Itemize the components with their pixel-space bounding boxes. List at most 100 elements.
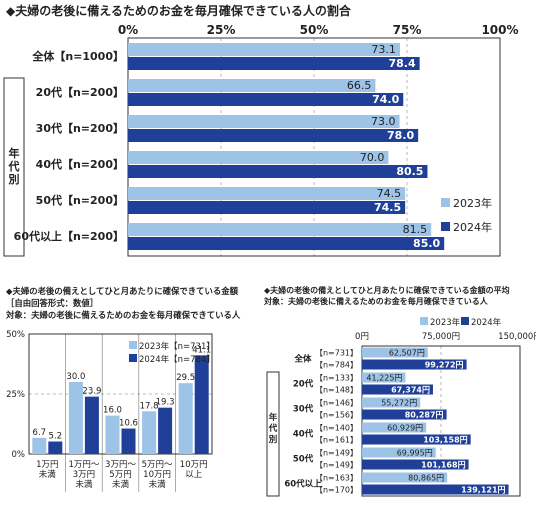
br-value-label-2024: 139,121円 [461, 486, 505, 495]
br-category-label: 20代 [293, 379, 314, 390]
bl-bar-2024 [158, 407, 173, 454]
top-chart-title: ◆夫婦の老後に備えるためのお金を毎月確保できている人の割合 [6, 3, 352, 18]
bl-value-label-2023: 16.0 [103, 406, 122, 416]
top-value-label-2024: 78.0 [387, 129, 414, 142]
br-value-label-2024: 103,158円 [423, 436, 467, 445]
bl-legend-label-2024: 2024年【n=784】 [139, 354, 215, 365]
top-bar-2023 [128, 79, 376, 92]
br-n-label-2023: 【n=133】 [315, 374, 358, 383]
br-x-tick-label: 150,000円 [498, 332, 536, 342]
br-n-label-2023: 【n=146】 [315, 399, 358, 408]
bl-y-tick-label: 25% [6, 390, 25, 400]
br-value-label-2023: 60,929円 [387, 424, 423, 433]
br-n-label-2023: 【n=163】 [315, 474, 358, 483]
br-value-label-2023: 55,272円 [381, 399, 417, 408]
top-category-label: 40代【n=200】 [36, 157, 124, 171]
top-bar-2024 [128, 165, 428, 178]
top-value-label-2023: 73.1 [371, 43, 396, 56]
legend-label-2023: 2023年 [453, 196, 492, 210]
bl-bar-2024 [84, 396, 99, 454]
br-category-label: 30代 [293, 404, 314, 415]
bl-value-label-2024: 23.9 [82, 387, 101, 397]
top-category-label: 20代【n=200】 [36, 85, 124, 99]
bl-category-label: 5万円 [109, 470, 131, 480]
br-n-label-2024: 【n=149】 [315, 461, 358, 470]
br-legend: 2023年 2024年 [420, 317, 502, 328]
legend-label-2024: 2024年 [453, 220, 492, 234]
top-bar-2023 [128, 115, 400, 128]
top-bar-2024 [128, 57, 420, 70]
br-category-label: 60代以上 [284, 479, 322, 490]
bl-legend: 2023年【n=731】 2024年【n=784】 [129, 341, 215, 365]
top-bar-2024 [128, 237, 445, 250]
bl-category-label: 10万円 [180, 460, 208, 470]
bl-title-line2: ［自由回答形式：数値］ [6, 298, 98, 308]
br-category-label: 50代 [293, 454, 314, 465]
br-legend-swatch-2024 [461, 317, 469, 325]
bl-value-label-2024: 10.6 [119, 419, 138, 429]
bl-category-label: 3万円 [73, 470, 95, 480]
br-n-label-2024: 【n=156】 [315, 411, 358, 420]
br-value-label-2023: 62,507円 [389, 349, 425, 358]
br-n-label-2024: 【n=148】 [315, 386, 358, 395]
bl-legend-label-2023: 2023年【n=731】 [139, 341, 215, 352]
top-x-tick-label: 75% [393, 23, 422, 37]
bl-value-label-2024: 19.3 [156, 398, 175, 408]
br-bar-2023 [362, 372, 406, 383]
bl-category-label: 10万円 [143, 470, 171, 480]
br-n-label-2023: 【n=731】 [315, 349, 358, 358]
br-bar-2024 [362, 409, 447, 420]
top-category-label: 50代【n=200】 [36, 193, 124, 207]
br-value-label-2023: 69,995円 [397, 449, 433, 458]
bl-value-label-2024: 5.2 [49, 432, 63, 442]
br-title-line2: 対象：夫婦の老後に備えるためのお金を毎月確保できている人 [263, 296, 489, 306]
br-n-label-2024: 【n=170】 [315, 486, 358, 495]
br-age-group-label: 年代別 [268, 412, 278, 445]
top-value-label-2024: 74.0 [372, 93, 399, 106]
bl-bar-2023 [105, 415, 120, 454]
br-bar-2024 [362, 459, 469, 470]
br-bar-2024 [362, 359, 467, 370]
top-x-tick-label: 100% [481, 23, 518, 37]
br-age-group-box [266, 371, 280, 497]
br-value-label-2024: 80,287円 [405, 411, 444, 420]
top-value-label-2024: 85.0 [413, 237, 440, 250]
br-value-label-2024: 67,374円 [391, 386, 430, 395]
br-value-label-2024: 99,272円 [425, 361, 464, 370]
top-value-label-2023: 81.5 [403, 223, 428, 236]
bl-category-label: 未満 [149, 479, 167, 490]
br-category-label: 全体 [293, 354, 312, 365]
bl-title-line1: ◆夫婦の老後の備えとしてひと月あたりに確保できている金額 [6, 286, 239, 296]
bl-bar-2024 [121, 428, 136, 454]
top-category-label: 60代以上【n=200】 [14, 229, 124, 243]
bl-value-label-2023: 30.0 [66, 372, 85, 382]
br-title-line1: ◆夫婦の老後の備えとしてひと月あたりに確保できている金額の平均 [264, 285, 510, 295]
bottom-left-chart: ◆夫婦の老後の備えとしてひと月あたりに確保できている金額 ［自由回答形式：数値］… [5, 286, 241, 492]
bl-y-tick-label: 50% [6, 330, 25, 340]
top-bar-2023 [128, 223, 432, 236]
bl-category-label: 以上 [185, 470, 203, 480]
bl-bar-2024 [194, 355, 209, 454]
top-value-label-2023: 74.5 [377, 187, 402, 200]
bl-bar-2023 [142, 411, 157, 454]
bl-bar-2024 [48, 441, 63, 454]
bl-category-label: 未満 [112, 479, 130, 490]
top-bar-2024 [128, 93, 404, 106]
br-value-label-2023: 80,865円 [408, 474, 444, 483]
top-value-label-2023: 70.0 [360, 151, 385, 164]
bottom-right-chart: ◆夫婦の老後の備えとしてひと月あたりに確保できている金額の平均 対象：夫婦の老後… [263, 285, 536, 497]
br-value-label-2023: 41,225円 [366, 374, 402, 383]
br-legend-swatch-2023 [420, 317, 428, 325]
bl-category-label: 1万円 [36, 460, 58, 470]
top-bar-2024 [128, 129, 419, 142]
top-value-label-2023: 73.0 [371, 115, 396, 128]
br-plot-frame [361, 345, 521, 497]
br-bar-2023 [362, 397, 421, 408]
bl-category-label: 3万円～ [105, 460, 136, 470]
br-x-tick-label: 0円 [355, 332, 369, 342]
bl-value-label-2023: 29.5 [176, 373, 195, 383]
bl-bar-2023 [68, 382, 83, 454]
bl-bar-2023 [178, 383, 193, 454]
legend-swatch-2023 [441, 198, 450, 207]
